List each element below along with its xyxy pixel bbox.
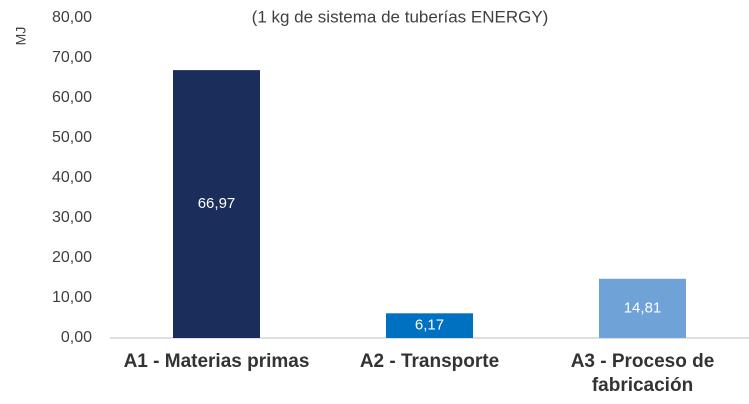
bar xyxy=(173,70,260,339)
chart-subtitle: (1 kg de sistema de tuberías ENERGY) xyxy=(252,7,549,26)
y-tick-label: 70,00 xyxy=(52,49,92,66)
y-tick-label: 30,00 xyxy=(52,209,92,226)
y-tick-label: 10,00 xyxy=(52,289,92,306)
y-tick-label: 0,00 xyxy=(61,329,92,346)
y-axis-label: MJ xyxy=(13,27,29,46)
x-tick-label: A3 - Proceso de fabricación xyxy=(570,351,715,396)
bar xyxy=(386,313,473,338)
data-label: 6,17 xyxy=(415,317,444,334)
y-tick-label: 60,00 xyxy=(52,89,92,106)
bar xyxy=(599,278,686,338)
y-tick-label: 20,00 xyxy=(52,249,92,266)
data-label: 66,97 xyxy=(198,195,236,212)
x-tick-label: A2 - Transporte xyxy=(359,351,500,372)
data-label: 14,81 xyxy=(624,299,662,316)
y-tick-label: 40,00 xyxy=(52,169,92,186)
y-tick-label: 80,00 xyxy=(52,9,92,26)
y-tick-label: 50,00 xyxy=(52,129,92,146)
x-tick-label: A1 - Materias primas xyxy=(123,351,310,372)
